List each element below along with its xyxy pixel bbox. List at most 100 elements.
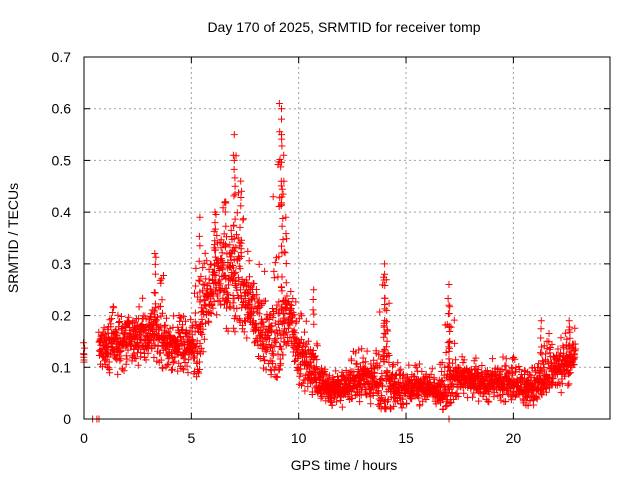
data-point: [235, 189, 242, 197]
data-point: [412, 363, 420, 371]
y-tick-label: 0.1: [52, 359, 72, 375]
data-point: [322, 370, 330, 378]
data-point: [566, 334, 574, 342]
data-point: [558, 380, 566, 388]
data-point: [256, 303, 264, 311]
data-point: [278, 115, 285, 123]
data-point: [196, 242, 204, 250]
data-point: [310, 310, 318, 318]
data-point: [445, 281, 453, 288]
data-point: [383, 306, 391, 314]
data-point: [217, 301, 225, 309]
data-point: [352, 349, 360, 357]
data-point: [196, 277, 204, 285]
data-point: [101, 357, 109, 365]
data-point: [178, 365, 186, 372]
data-point: [278, 222, 286, 230]
data-point: [269, 305, 276, 312]
data-point: [275, 253, 283, 261]
data-point: [300, 349, 308, 357]
data-point: [363, 347, 371, 355]
data-point: [383, 367, 391, 375]
data-point: [381, 282, 389, 289]
data-point: [352, 360, 360, 368]
data-point: [304, 337, 312, 345]
data-point: [508, 392, 516, 400]
data-point: [302, 317, 310, 325]
data-point: [532, 368, 540, 376]
data-point: [101, 330, 109, 338]
data-point: [301, 387, 309, 395]
data-point: [211, 241, 219, 249]
data-point: [203, 307, 211, 315]
data-point: [530, 401, 538, 409]
data-point: [191, 318, 199, 326]
data-point: [391, 375, 399, 383]
data-point: [438, 368, 446, 375]
data-point: [416, 402, 424, 410]
data-point: [385, 299, 393, 307]
data-point: [205, 318, 213, 326]
data-point: [442, 349, 450, 356]
data-point: [338, 403, 346, 411]
data-point: [349, 385, 357, 393]
y-tick-label: 0.5: [52, 152, 72, 168]
data-point: [301, 328, 308, 336]
data-point: [238, 236, 245, 244]
data-point: [275, 100, 283, 107]
data-point: [269, 351, 277, 359]
data-point: [288, 301, 296, 309]
data-point: [146, 339, 153, 347]
data-point: [281, 338, 289, 346]
data-point: [453, 389, 461, 397]
data-point: [565, 380, 573, 388]
data-point: [169, 359, 177, 366]
data-point: [269, 193, 277, 201]
chart-title: Day 170 of 2025, SRMTID for receiver tom…: [207, 19, 480, 35]
data-point: [187, 316, 195, 324]
data-point: [450, 316, 458, 324]
data-point: [399, 395, 407, 403]
data-point: [445, 367, 453, 375]
data-point: [484, 397, 492, 405]
data-point: [239, 215, 247, 223]
data-point: [180, 366, 187, 374]
data-point: [294, 355, 302, 363]
data-point: [200, 335, 208, 343]
data-point: [446, 303, 454, 311]
data-point: [280, 248, 288, 256]
data-point: [108, 315, 116, 323]
data-point: [321, 365, 329, 373]
data-point: [282, 213, 290, 221]
data-point: [116, 318, 124, 325]
data-point: [540, 360, 547, 368]
data-point: [114, 370, 122, 378]
data-point: [197, 321, 205, 328]
data-point: [174, 367, 182, 375]
data-point: [219, 266, 227, 274]
data-point: [233, 305, 241, 313]
data-point: [445, 347, 453, 355]
data-point: [191, 328, 199, 336]
data-point: [389, 362, 396, 370]
data-point: [250, 280, 258, 288]
data-points: [80, 100, 580, 423]
data-point: [273, 373, 281, 381]
data-point: [230, 156, 238, 164]
data-point: [183, 329, 190, 337]
data-point: [229, 151, 237, 159]
data-point: [285, 324, 292, 332]
data-point: [378, 392, 386, 400]
data-point: [151, 270, 159, 278]
data-point: [231, 270, 238, 278]
data-point: [293, 335, 301, 343]
y-tick-label: 0.6: [52, 101, 72, 117]
data-point: [229, 299, 237, 307]
data-point: [313, 342, 321, 350]
data-point: [191, 354, 198, 362]
data-point: [130, 350, 138, 358]
data-point: [238, 187, 246, 195]
data-point: [286, 321, 294, 329]
